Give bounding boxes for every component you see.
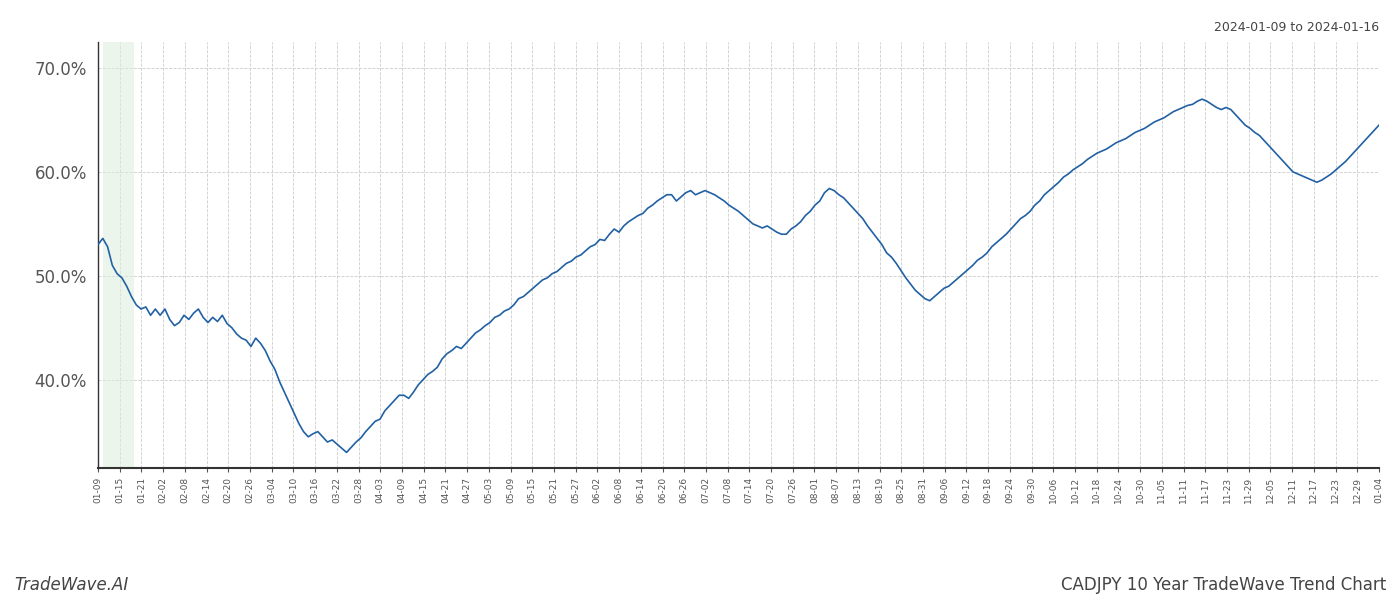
Bar — [104, 42, 134, 468]
Text: TradeWave.AI: TradeWave.AI — [14, 576, 129, 594]
Text: CADJPY 10 Year TradeWave Trend Chart: CADJPY 10 Year TradeWave Trend Chart — [1061, 576, 1386, 594]
Text: 2024-01-09 to 2024-01-16: 2024-01-09 to 2024-01-16 — [1214, 21, 1379, 34]
